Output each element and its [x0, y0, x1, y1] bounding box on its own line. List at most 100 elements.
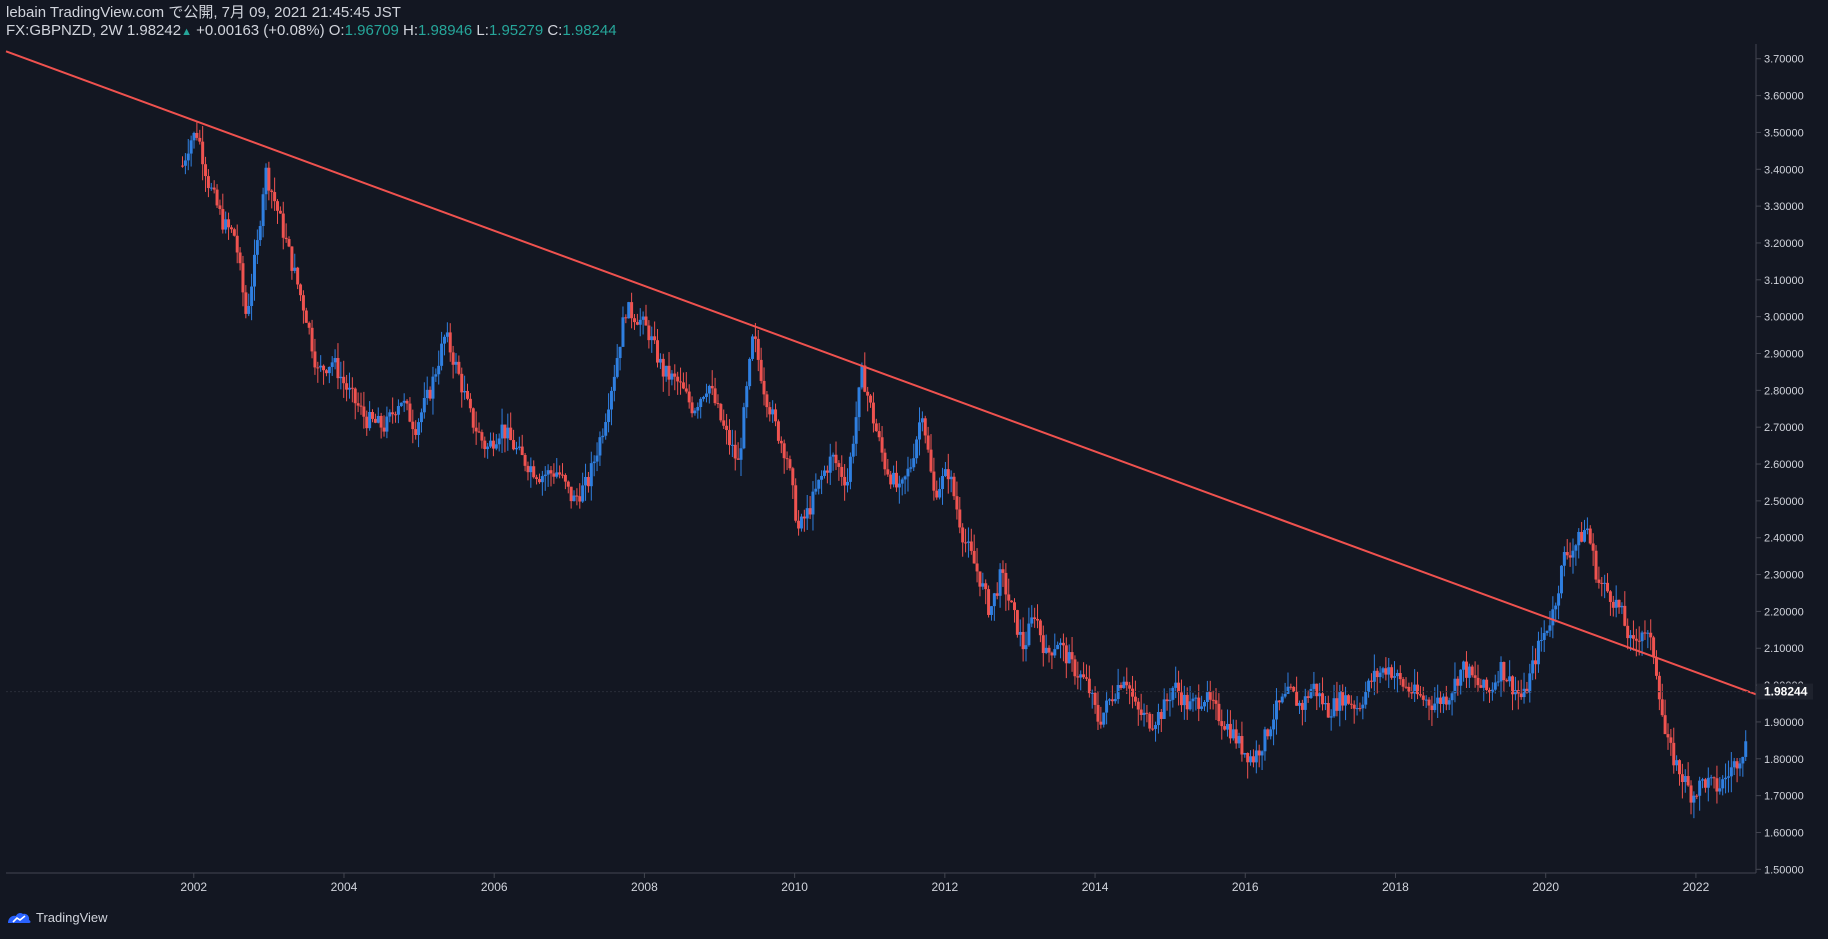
candle-body [183, 160, 187, 166]
candle-body [290, 246, 294, 271]
candle-body [532, 466, 536, 478]
candle-body [621, 317, 625, 347]
candle-body [431, 376, 435, 399]
candle-body [563, 475, 567, 482]
candle-body [1583, 530, 1587, 542]
candle-body [851, 443, 855, 457]
candle-body [632, 318, 636, 323]
candle-body [561, 474, 565, 476]
trendline[interactable] [5, 50, 1757, 696]
candle-body [1171, 687, 1175, 700]
candle-body [1479, 685, 1483, 688]
candle-body [595, 455, 599, 462]
candle-body [549, 470, 553, 474]
candle-body [1692, 795, 1696, 803]
candle-body [869, 395, 873, 403]
candle-body [1096, 704, 1100, 722]
candle-body [1695, 795, 1699, 797]
price-tick-label: 2.70000 [1764, 422, 1804, 434]
candle-body [906, 468, 910, 477]
candle-body [1154, 725, 1158, 729]
candle-body [206, 176, 210, 189]
candle-body [886, 469, 890, 475]
candle-body [1439, 697, 1443, 704]
candle-body [1606, 582, 1610, 592]
price-tick-label: 2.60000 [1764, 459, 1804, 471]
candle-body [601, 435, 605, 438]
candle-body [964, 542, 968, 544]
candle-body [382, 427, 386, 432]
candle-body [434, 374, 438, 377]
candle-body [1637, 640, 1641, 642]
candle-body [463, 390, 467, 393]
candle-body [630, 302, 634, 319]
candle-body [1585, 528, 1589, 531]
candle-body [949, 476, 953, 480]
candle-body [1476, 677, 1480, 686]
candle-body [1387, 667, 1391, 675]
candle-body [1197, 697, 1201, 709]
price-axis[interactable]: 1.500001.600001.700001.800001.900002.000… [1756, 54, 1804, 877]
candle-body [1663, 715, 1667, 735]
candle-body [1329, 716, 1333, 718]
candle-body [604, 422, 608, 436]
candle-body [1744, 741, 1748, 757]
candle-body [1033, 617, 1037, 619]
candle-body [543, 474, 547, 477]
candle-body [1004, 572, 1008, 595]
time-axis[interactable]: 2002 2004 2006 2008 2010 2012 2014 2016 2018 2020… [180, 873, 1710, 894]
candle-body [1729, 767, 1733, 777]
candle-body [1064, 645, 1068, 664]
candle-body [1053, 649, 1057, 656]
candle-body [1568, 555, 1572, 558]
candle-body [445, 332, 449, 337]
candle-body [1496, 681, 1500, 683]
candle-body [232, 229, 236, 236]
candle-body [831, 454, 835, 457]
candle-body [454, 361, 458, 365]
candle-body [1395, 672, 1399, 677]
candle-body [330, 362, 334, 367]
candle-body [1145, 712, 1149, 714]
candle-body [828, 456, 832, 473]
candle-body [1162, 699, 1166, 719]
candle-body [195, 132, 199, 138]
candle-body [676, 376, 680, 382]
candle-body [1557, 593, 1561, 606]
candle-body [814, 488, 818, 492]
candle-body [1251, 756, 1255, 763]
candle-body [822, 470, 826, 476]
candle-body [1070, 652, 1074, 660]
candle-body [1044, 647, 1048, 654]
candle-body [745, 386, 749, 408]
candle-body [1300, 702, 1304, 710]
candle-body [1580, 531, 1584, 542]
candle-body [1107, 699, 1111, 701]
candle-body [992, 593, 996, 607]
candle-body [402, 400, 406, 403]
candle-body [255, 240, 259, 255]
candle-body [1352, 704, 1356, 709]
candle-body [941, 475, 945, 490]
candle-body [1390, 667, 1394, 678]
candle-body [653, 336, 657, 341]
candle-body [664, 365, 668, 377]
candle-body [1436, 697, 1440, 704]
candle-body [359, 405, 363, 407]
candle-body [1421, 695, 1425, 700]
candle-body [1634, 638, 1638, 641]
footer-branding[interactable]: TradingView [6, 910, 108, 925]
candle-body [1315, 683, 1319, 697]
candle-body [932, 471, 936, 491]
candle-body [1030, 617, 1034, 624]
candle-body [762, 380, 766, 395]
candle-body [540, 476, 544, 483]
candle-body [1038, 620, 1042, 636]
candle-body [578, 496, 582, 502]
candle-body [396, 406, 400, 415]
candle-body [1562, 552, 1566, 566]
candle-body [1205, 691, 1209, 702]
candle-body [704, 393, 708, 397]
candle-body [843, 476, 847, 486]
